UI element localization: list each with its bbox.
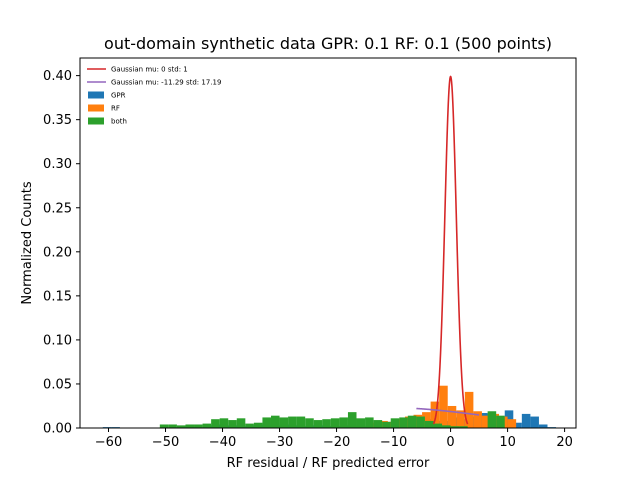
y-axis-ticks: 0.00 0.05 0.10 0.15 0.20 0.25 0.30 0.35 0.40	[43, 69, 80, 437]
bar-RF-11	[464, 391, 474, 428]
bar-both-32	[433, 423, 443, 428]
bar-RF-16	[507, 419, 517, 428]
bar-RF-7	[430, 401, 440, 428]
plot-frame	[79, 57, 577, 429]
bar-both-0	[159, 424, 169, 428]
chart-title: out-domain synthetic data GPR: 0.1 RF: 0…	[104, 34, 552, 53]
bar-both-35	[459, 426, 468, 428]
line-gaussian-standard	[432, 75, 469, 425]
x-tick-label: −10	[380, 435, 407, 450]
bar-GPR-40	[513, 422, 522, 428]
bar-both-8	[228, 420, 237, 428]
bar-both-13	[270, 415, 280, 428]
bar-GPR-41	[521, 413, 531, 428]
bar-both-20	[330, 418, 340, 428]
y-tick-label: 0.35	[43, 113, 72, 128]
bar-both-33	[442, 425, 451, 428]
bar-both-11	[253, 422, 263, 428]
legend: Gaussian mu: 0 std: 1 Gaussian mu: -11.29…	[87, 66, 221, 126]
histogram-bars	[102, 385, 557, 428]
bar-both-4	[194, 424, 203, 428]
bar-both-34	[450, 426, 460, 428]
x-tick-label: −40	[209, 435, 236, 450]
y-tick-label: 0.20	[43, 245, 72, 260]
bar-both-6	[211, 419, 220, 428]
bar-both-10	[245, 423, 254, 428]
bar-both-37	[496, 415, 505, 428]
x-tick-label: −30	[266, 435, 293, 450]
legend-label: Gaussian mu: -11.29 std: 17.19	[111, 79, 221, 87]
bar-both-24	[365, 417, 374, 428]
bar-both-12	[262, 417, 271, 428]
bar-both-7	[219, 418, 229, 428]
bar-RF-8	[439, 385, 448, 428]
legend-patch-swatch	[88, 104, 104, 112]
x-tick-label: −20	[323, 435, 350, 450]
bar-both-26	[382, 421, 391, 428]
bar-RF-12	[473, 411, 482, 428]
bar-both-29	[407, 415, 417, 428]
y-tick-label: 0.25	[43, 201, 72, 216]
line-gaussian-fit	[416, 407, 480, 416]
bar-RF-13	[481, 415, 491, 428]
bar-RF-10	[456, 410, 465, 428]
y-tick-label: 0.15	[43, 289, 72, 304]
legend-label: Gaussian mu: 0 std: 1	[111, 66, 188, 74]
bar-both-28	[399, 417, 408, 428]
bar-both-27	[390, 418, 400, 428]
bar-both-14	[279, 417, 289, 428]
y-tick-label: 0.05	[43, 377, 72, 392]
bar-both-22	[347, 412, 357, 428]
legend-label: both	[111, 118, 127, 126]
y-axis-label: Normalized Counts	[20, 181, 35, 304]
legend-patch-swatch	[88, 117, 104, 125]
gaussian-lines	[416, 75, 480, 425]
bar-both-2	[176, 425, 186, 428]
bar-both-3	[185, 424, 195, 428]
bar-both-1	[168, 424, 177, 428]
bar-both-15	[288, 416, 297, 428]
series-both-bars	[159, 411, 505, 428]
x-axis-ticks: −60 −50 −40 −30 −20 −10 0 10 20	[95, 428, 573, 450]
bar-both-5	[202, 423, 212, 428]
y-tick-label: 0.00	[43, 422, 72, 437]
bar-both-23	[356, 418, 366, 428]
bar-both-17	[305, 418, 314, 428]
bar-both-9	[236, 418, 246, 428]
bar-both-25	[373, 420, 383, 428]
legend-patch-swatch	[88, 91, 104, 99]
bar-both-36	[487, 411, 497, 428]
x-tick-label: −60	[95, 435, 122, 450]
legend-label: RF	[111, 105, 120, 113]
x-axis-label: RF residual / RF predicted error	[227, 456, 430, 471]
y-tick-label: 0.30	[43, 157, 72, 172]
x-tick-label: 20	[556, 435, 573, 450]
y-tick-label: 0.10	[43, 333, 72, 348]
bar-both-16	[296, 416, 306, 428]
x-tick-label: 0	[446, 435, 454, 450]
bar-both-19	[322, 419, 331, 428]
x-tick-label: −50	[152, 435, 179, 450]
x-tick-label: 10	[499, 435, 516, 450]
legend-label: GPR	[111, 92, 126, 100]
plot-background	[80, 58, 576, 428]
bar-both-30	[416, 416, 425, 428]
y-tick-label: 0.40	[43, 69, 72, 84]
bar-GPR-42	[530, 416, 539, 428]
bar-RF-6	[422, 412, 431, 428]
bar-RF-9	[447, 405, 457, 428]
bar-both-18	[313, 420, 323, 428]
bar-both-31	[424, 420, 434, 428]
bar-GPR-43	[538, 424, 548, 428]
bar-both-21	[339, 417, 348, 428]
